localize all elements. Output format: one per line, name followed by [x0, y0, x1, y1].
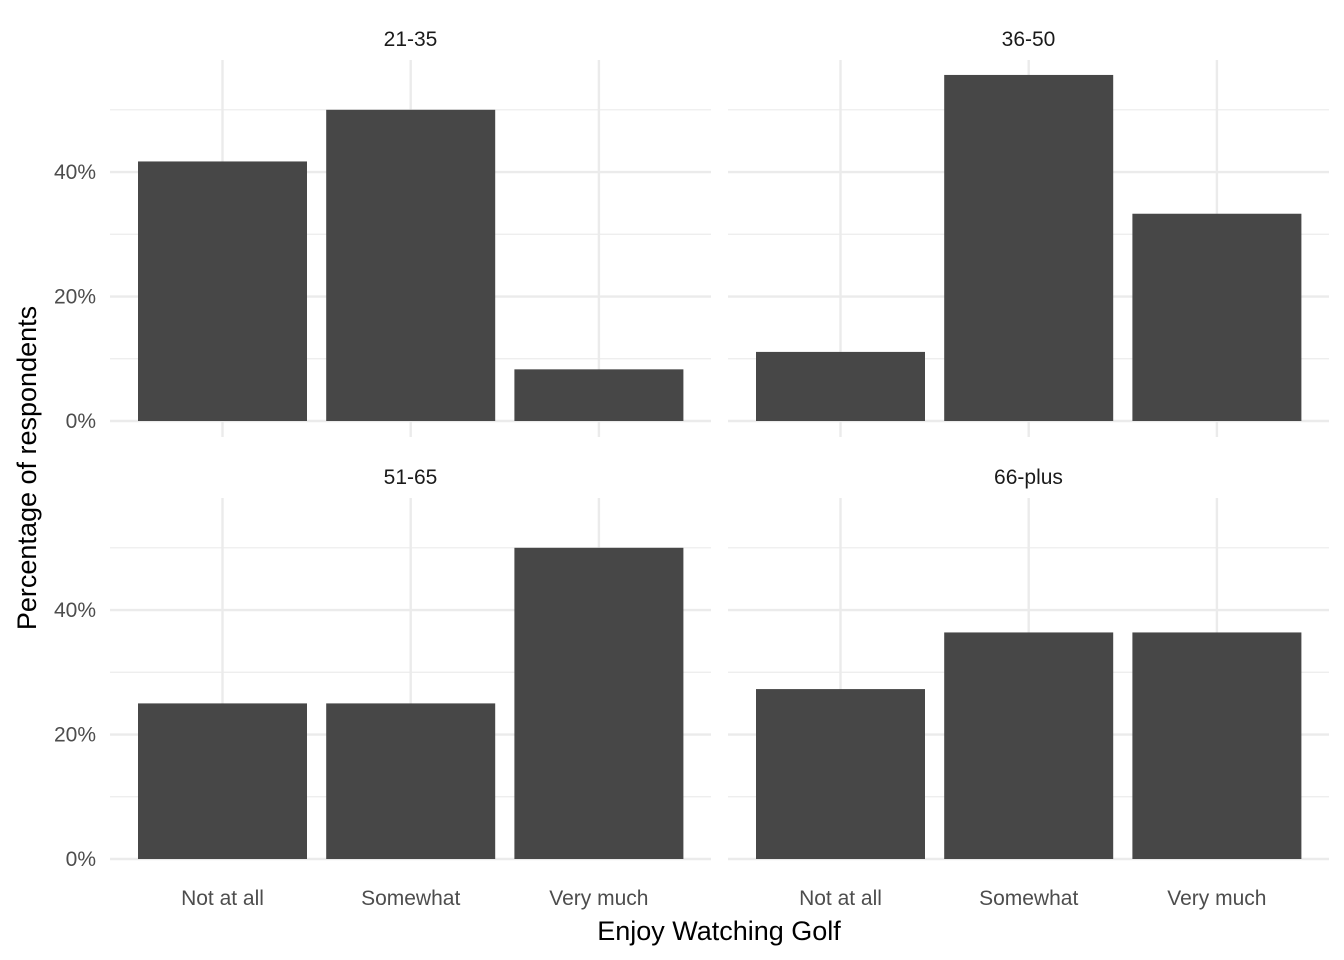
facet-panel-51-65: 51-65 0% 20% 40% Not at all Somewhat Very much — [54, 466, 711, 910]
facet-panel-66-plus: 66-plus Not at all Somewhat Very much — [728, 466, 1329, 910]
y-tick-label: 0% — [66, 848, 96, 871]
y-tick-label: 40% — [54, 161, 96, 184]
bar-Somewhat — [326, 703, 496, 859]
facet-panels: 21-35 0% 20% 40% 36-50 51-65 0% 20% 40% Not at al… — [54, 28, 1329, 910]
bar-Very much — [514, 547, 684, 859]
bar-Somewhat — [944, 74, 1114, 421]
bar-Not at all — [756, 351, 925, 421]
facet-title: 21-35 — [384, 28, 438, 51]
x-axis-title: Enjoy Watching Golf — [597, 916, 841, 946]
x-tick-label: Not at all — [181, 887, 264, 910]
y-axis-title: Percentage of respondents — [12, 306, 42, 630]
y-tick-label: 40% — [54, 599, 96, 622]
x-tick-label: Very much — [549, 887, 648, 910]
y-tick-label: 20% — [54, 724, 96, 747]
bar-Very much — [1132, 213, 1302, 421]
bar-Not at all — [138, 161, 307, 422]
facet-title: 66-plus — [994, 466, 1063, 489]
x-tick-label: Not at all — [799, 887, 882, 910]
bar-Somewhat — [944, 632, 1114, 859]
bar-Very much — [514, 369, 684, 421]
y-tick-label: 0% — [66, 410, 96, 433]
bar-Not at all — [756, 689, 925, 859]
facet-title: 36-50 — [1002, 28, 1056, 51]
x-tick-label: Somewhat — [979, 887, 1078, 910]
x-tick-label: Very much — [1167, 887, 1266, 910]
facet-panel-21-35: 21-35 0% 20% 40% — [54, 28, 711, 437]
bar-Very much — [1132, 632, 1302, 859]
facet-panel-36-50: 36-50 — [728, 28, 1329, 437]
bar-Somewhat — [326, 109, 496, 422]
y-tick-label: 20% — [54, 286, 96, 309]
x-tick-label: Somewhat — [361, 887, 460, 910]
facet-title: 51-65 — [384, 466, 438, 489]
bar-Not at all — [138, 703, 307, 859]
